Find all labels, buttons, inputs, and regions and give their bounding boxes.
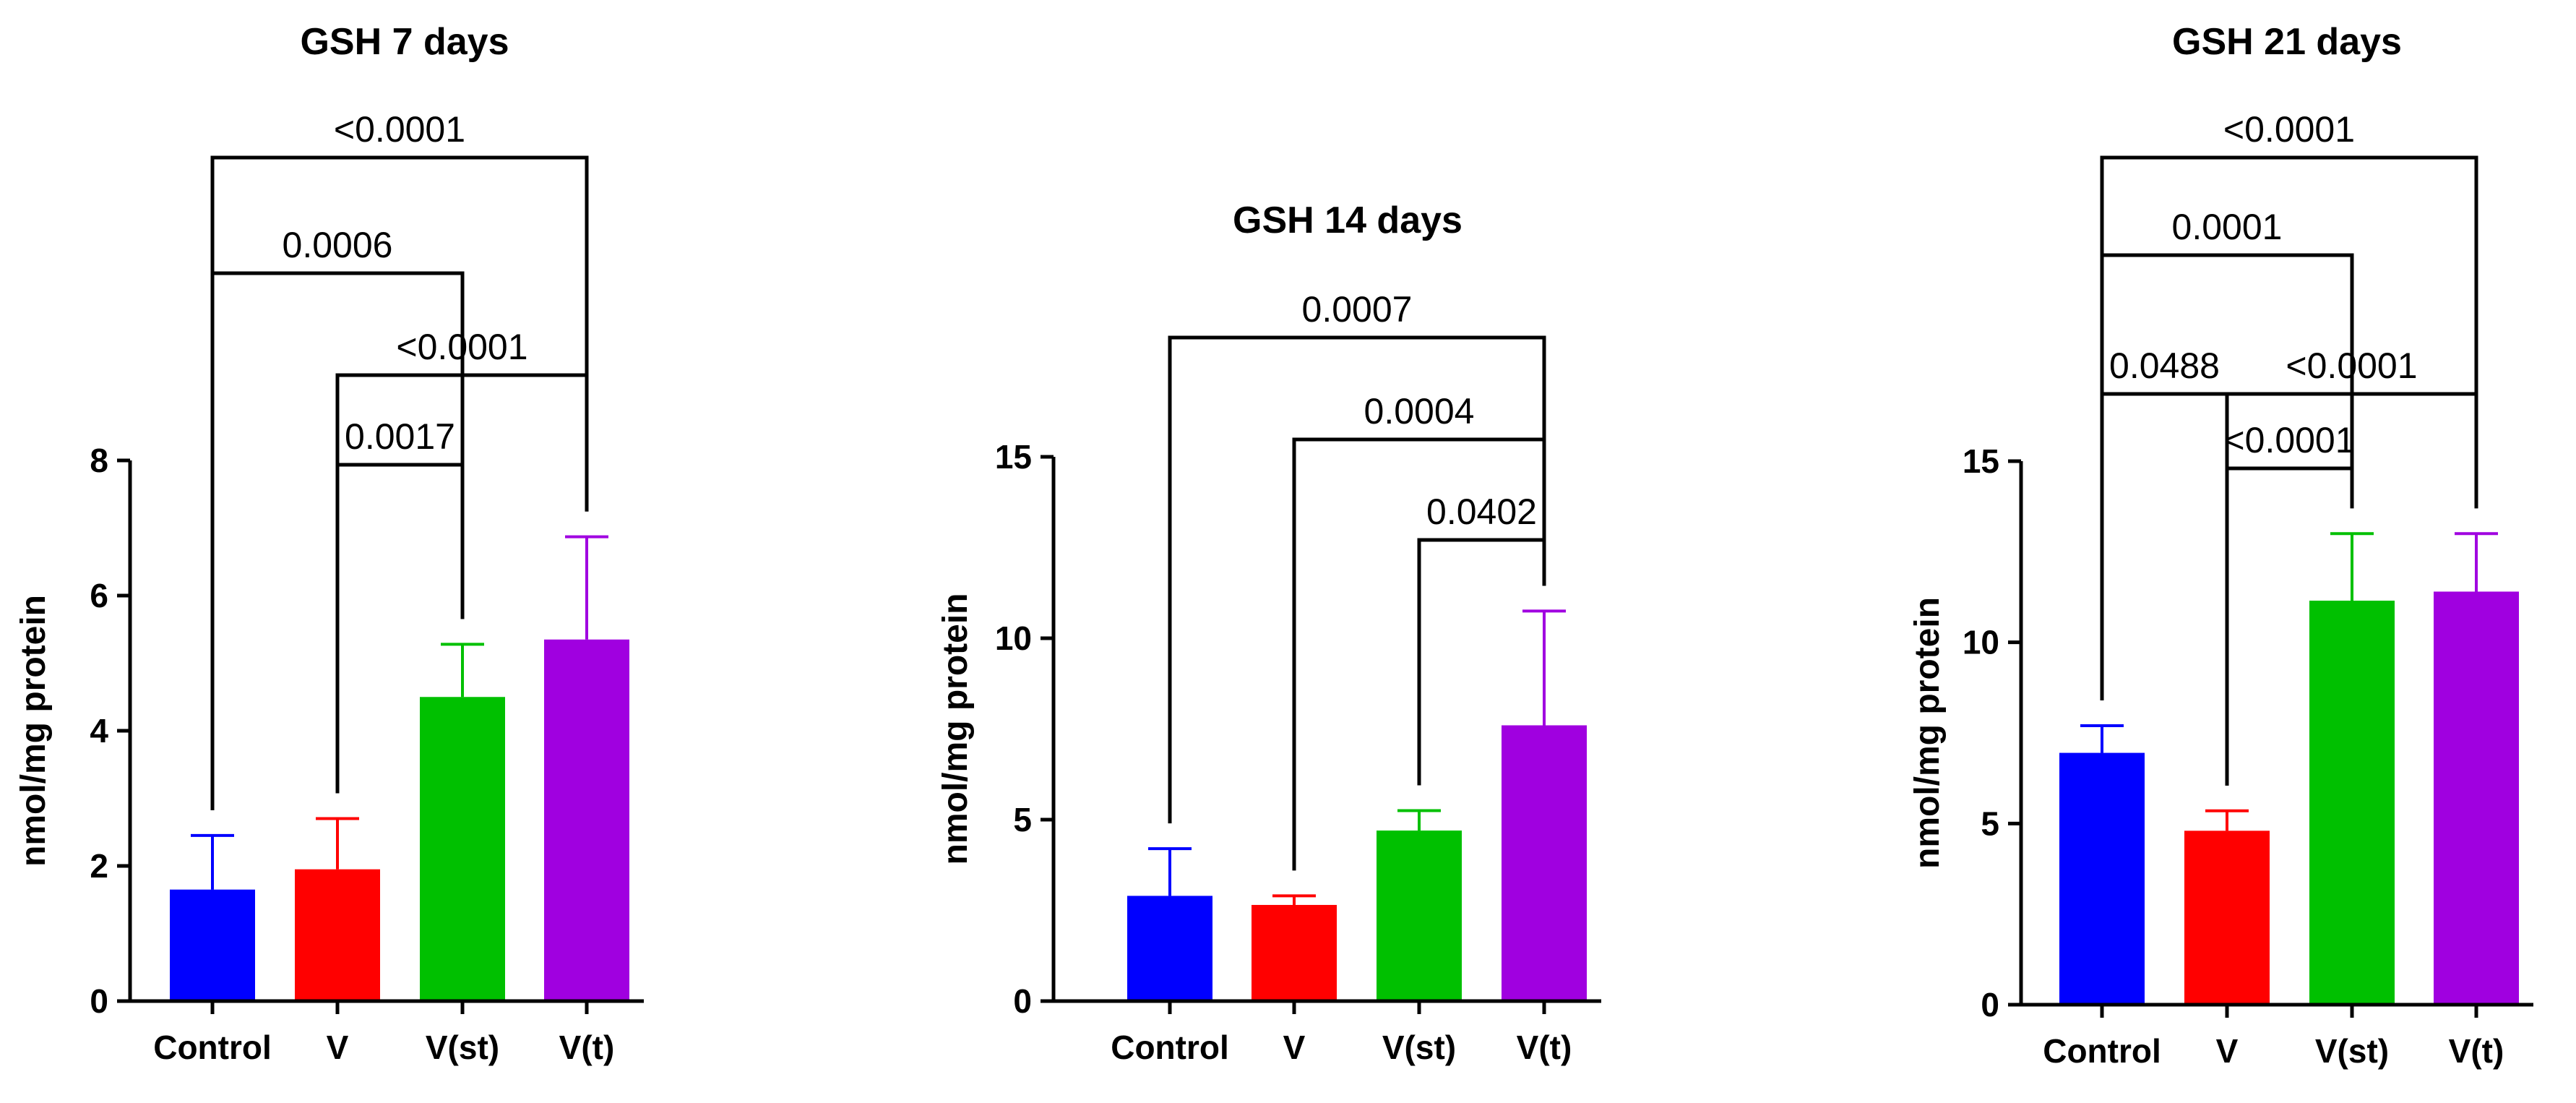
- x-tick-label: V(st): [426, 1029, 499, 1066]
- x-tick-label: V: [1283, 1029, 1306, 1066]
- chart-title: GSH 21 days: [2172, 21, 2402, 63]
- x-tick-label: Control: [2043, 1032, 2161, 1070]
- p-value-label: 0.0017: [345, 416, 455, 457]
- significance-bracket: [1168, 335, 1546, 824]
- p-value-label: <0.0001: [2223, 109, 2355, 150]
- y-tick-label: 4: [90, 712, 108, 750]
- chart-panel-2: GSH 14 days nmol/mg protein 0 5 10 15 Control V…: [936, 199, 1601, 1066]
- y-tick-label: 0: [1981, 986, 1999, 1023]
- p-value-label: <0.0001: [2223, 420, 2355, 460]
- y-tick-label: 5: [1013, 801, 1032, 838]
- x-tick-label: V(t): [1517, 1029, 1572, 1066]
- y-tick-label: 10: [1963, 624, 1999, 661]
- chart-title: GSH 7 days: [300, 21, 509, 63]
- y-tick-label: 15: [1963, 442, 1999, 480]
- bar-V(t): [544, 639, 629, 1001]
- significance-bracket: [2100, 155, 2478, 700]
- bar-V(t): [1502, 725, 1587, 1001]
- p-value-label: 0.0007: [1302, 289, 1413, 330]
- p-value-label: 0.0488: [2109, 346, 2220, 386]
- y-tick-label: 5: [1981, 804, 1999, 842]
- bar-Control: [1127, 896, 1212, 1001]
- x-tick-label: V(t): [2449, 1032, 2504, 1070]
- y-tick-label: 0: [90, 982, 108, 1020]
- y-tick-label: 15: [995, 438, 1032, 476]
- p-value-label: 0.0402: [1426, 492, 1537, 532]
- x-tick-label: V(st): [2315, 1032, 2389, 1070]
- bar-V: [1252, 904, 1337, 1001]
- p-value-label: <0.0001: [334, 109, 465, 150]
- y-tick-label: 6: [90, 577, 108, 614]
- y-axis-label: nmol/mg protein: [1908, 597, 1947, 869]
- chart-panel-3: GSH 21 days nmol/mg protein 0 5 10 15 Control V…: [1908, 21, 2533, 1070]
- y-tick-label: 2: [90, 847, 108, 885]
- bar-V(st): [2309, 601, 2395, 1005]
- y-axis-label: nmol/mg protein: [936, 593, 975, 865]
- p-value-label: 0.0004: [1364, 391, 1475, 432]
- bar-V(st): [1377, 831, 1462, 1001]
- bar-V: [2184, 831, 2270, 1005]
- y-tick-label: 0: [1013, 982, 1032, 1020]
- bar-V(st): [420, 697, 505, 1001]
- y-tick-label: 8: [90, 442, 108, 479]
- y-axis-label: nmol/mg protein: [14, 595, 53, 867]
- x-tick-label: Control: [1111, 1029, 1229, 1066]
- significance-bracket: [210, 155, 589, 810]
- bar-Control: [170, 889, 255, 1001]
- x-tick-label: V: [2216, 1032, 2239, 1070]
- bar-Control: [2059, 752, 2145, 1005]
- p-value-label: 0.0001: [2172, 207, 2283, 247]
- x-tick-label: V(st): [1382, 1029, 1456, 1066]
- x-tick-label: Control: [153, 1029, 272, 1066]
- y-tick-label: 10: [995, 619, 1032, 657]
- x-tick-label: V(t): [559, 1029, 615, 1066]
- p-value-label: 0.0006: [283, 225, 393, 265]
- chart-panel-1: GSH 7 days nmol/mg protein 0 2 4 6 8 Control V V(…: [14, 21, 644, 1066]
- bar-V: [295, 869, 380, 1001]
- bar-V(t): [2434, 591, 2519, 1005]
- x-tick-label: V: [327, 1029, 349, 1066]
- chart-title: GSH 14 days: [1233, 199, 1463, 241]
